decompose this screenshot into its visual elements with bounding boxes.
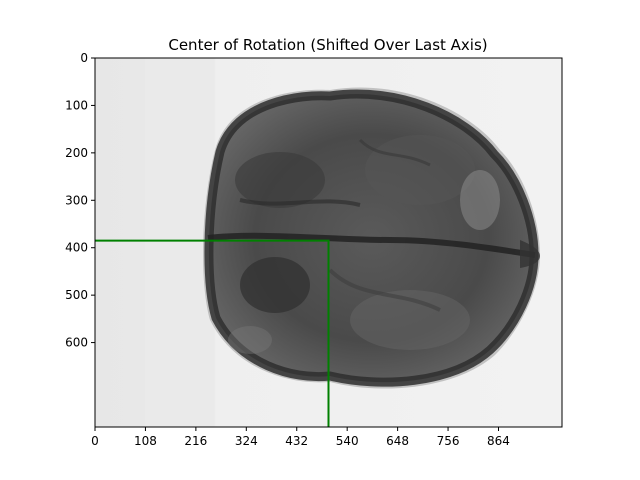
walnut-tip	[520, 240, 540, 268]
walnut-lobe-upper-right	[365, 135, 475, 205]
x-tick-label: 324	[235, 434, 258, 448]
y-tick-label: 500	[65, 288, 88, 302]
y-tick-label: 0	[80, 51, 88, 65]
walnut-lobe-lower-right	[350, 290, 470, 350]
x-tick-label: 108	[134, 434, 157, 448]
walnut-ridge-3	[358, 138, 431, 167]
center-of-rotation-crosshair	[95, 239, 330, 427]
x-tick-label: 432	[285, 434, 308, 448]
walnut-ridge-2	[328, 268, 441, 312]
x-tick-label: 648	[386, 434, 409, 448]
x-tick-label: 756	[437, 434, 460, 448]
x-tick-label: 864	[487, 434, 510, 448]
chart-title: Center of Rotation (Shifted Over Last Ax…	[168, 36, 487, 54]
image-left-band	[95, 58, 145, 427]
walnut-seam	[207, 232, 536, 258]
walnut-highlight-right	[460, 170, 500, 230]
axes-frame	[94, 57, 563, 428]
x-axis-ticks: 0 108 216 324 432 540 648 756 864	[91, 427, 510, 448]
walnut-highlight-left	[228, 326, 272, 354]
y-tick-label: 600	[65, 336, 88, 350]
xray-image	[95, 58, 562, 427]
y-tick-label: 200	[65, 146, 88, 160]
x-tick-label: 0	[91, 434, 99, 448]
y-tick-label: 400	[65, 241, 88, 255]
y-tick-label: 300	[65, 193, 88, 207]
y-tick-label: 100	[65, 98, 88, 112]
walnut-lobe-upper-left	[235, 152, 325, 208]
x-tick-label: 540	[336, 434, 359, 448]
walnut-rim	[204, 89, 539, 387]
walnut-ridge-1	[239, 198, 361, 207]
x-tick-label: 216	[184, 434, 207, 448]
y-axis-ticks: 0 100 200 300 400 500 600	[65, 51, 95, 350]
walnut-lobe-lower-left	[240, 257, 310, 313]
